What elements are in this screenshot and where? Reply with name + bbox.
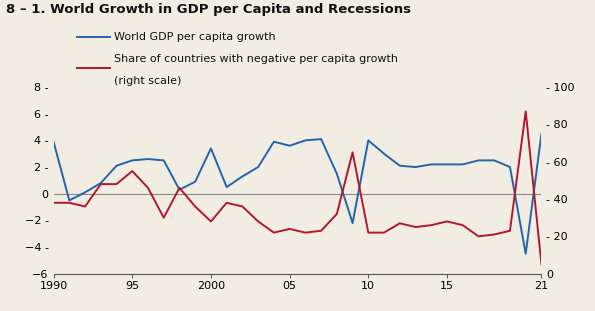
Text: World GDP per capita growth: World GDP per capita growth — [114, 32, 276, 42]
Text: Share of countries with negative per capita growth: Share of countries with negative per cap… — [114, 54, 398, 64]
Text: (right scale): (right scale) — [114, 76, 181, 86]
Text: 8 – 1. World Growth in GDP per Capita and Recessions: 8 – 1. World Growth in GDP per Capita an… — [6, 3, 411, 16]
